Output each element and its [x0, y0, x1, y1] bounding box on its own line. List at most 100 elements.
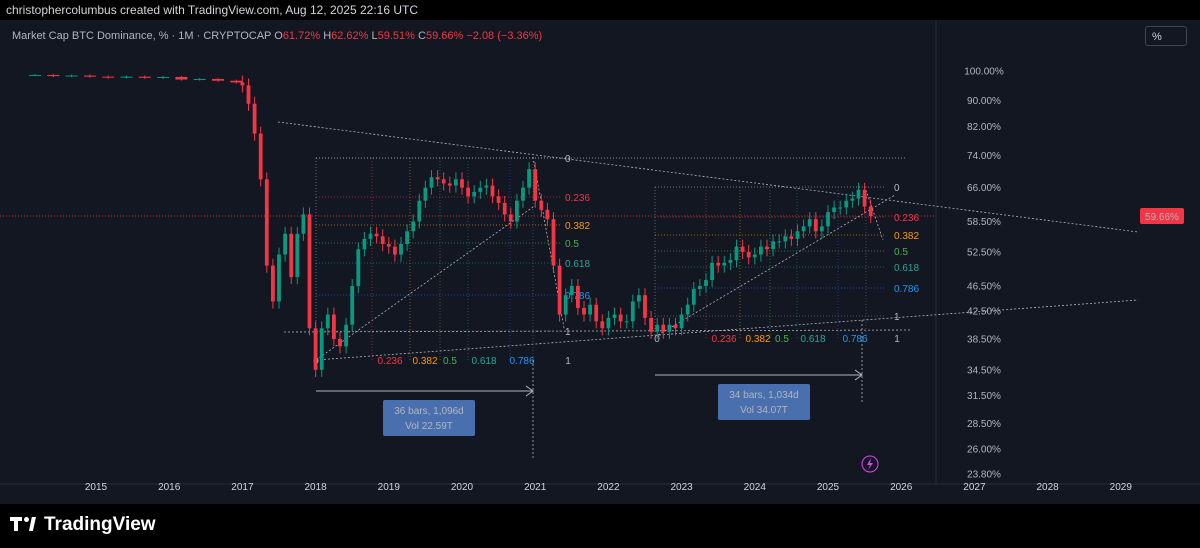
- range-info-box: [383, 400, 475, 436]
- candle-body: [157, 76, 170, 78]
- candle-body: [399, 243, 403, 255]
- fib-level-label-right: 1: [894, 312, 900, 323]
- price-tick-label: 28.50%: [967, 419, 1001, 430]
- candle-body: [624, 321, 629, 323]
- candle-body: [643, 295, 647, 318]
- candle-body: [356, 249, 361, 286]
- candle-body: [289, 233, 294, 278]
- candle-body: [826, 212, 830, 227]
- candle-body: [193, 78, 206, 80]
- time-tick-label: 2017: [231, 482, 254, 493]
- price-chart[interactable]: 100.00% 90.00% 82.00% 74.00% 66.00% 58.50% 52.…: [0, 20, 1200, 504]
- candle-body: [478, 187, 483, 192]
- candle-body: [673, 324, 678, 329]
- range-info-volume: Vol 34.07T: [740, 405, 788, 416]
- candle-body: [252, 103, 257, 134]
- candle-body: [783, 236, 788, 242]
- price-tick-label: 74.00%: [967, 151, 1001, 162]
- candle-body: [655, 324, 660, 332]
- left-diagonal-line[interactable]: [315, 206, 534, 361]
- fib-time-label-right: 0.618: [800, 334, 825, 345]
- fib-time-label-left: 0.618: [471, 356, 496, 367]
- price-tick-label: 34.50%: [967, 365, 1001, 376]
- candle-body: [838, 207, 843, 209]
- time-tick-label: 2019: [378, 482, 401, 493]
- chart-panel[interactable]: [0, 20, 1200, 504]
- time-tick-label: 2029: [1110, 482, 1133, 493]
- candle-body: [490, 185, 495, 197]
- candle-body: [704, 279, 708, 286]
- candle-body: [539, 200, 544, 210]
- candle-body: [813, 219, 818, 232]
- low-label: L: [371, 30, 378, 42]
- fib-level-label-left: 0.236: [565, 193, 590, 204]
- candle-body: [710, 262, 714, 280]
- candle-body: [576, 285, 580, 308]
- candle-body: [630, 301, 635, 322]
- candle-body: [563, 295, 568, 315]
- candle-body: [313, 328, 318, 370]
- time-tick-label: 2018: [304, 482, 327, 493]
- candle-body: [175, 76, 188, 80]
- fib-time-label-left: 0.382: [412, 356, 437, 367]
- tradingview-logo[interactable]: TradingView: [10, 514, 156, 536]
- candle-body: [65, 75, 78, 77]
- candle-body: [271, 265, 275, 302]
- candle-body: [264, 179, 269, 266]
- candle-body: [545, 209, 550, 220]
- fib-level-label-left: 0.382: [565, 221, 590, 232]
- candle-body: [435, 177, 440, 180]
- horizontal-support-line[interactable]: [283, 329, 911, 333]
- candle-body: [29, 74, 41, 76]
- close-value: 59.66%: [425, 30, 464, 42]
- candle-body: [850, 198, 855, 201]
- time-tick-label: 2024: [744, 482, 767, 493]
- candle-body: [801, 226, 806, 232]
- symbol-legend: Market Cap BTC Dominance, % · 1M · CRYPT…: [12, 30, 542, 42]
- right-drop-line[interactable]: [865, 189, 884, 241]
- upper-trendline[interactable]: [277, 121, 1139, 233]
- candle-body: [515, 200, 519, 222]
- candle-body: [618, 314, 623, 322]
- fib-level-label-right: 0.5: [894, 247, 908, 258]
- percent-scale-button[interactable]: %: [1145, 26, 1187, 46]
- candle-body: [716, 262, 721, 266]
- change-value: −2.08 (−3.36%): [466, 30, 543, 42]
- candle-body: [246, 85, 251, 104]
- right-diagonal-line[interactable]: [657, 194, 896, 336]
- range-info-box: [718, 384, 810, 420]
- fib-level-label-right: 0.786: [894, 284, 919, 295]
- candle-body: [230, 80, 243, 83]
- candle-body: [350, 285, 355, 325]
- fib-time-label-right: 0.236: [711, 334, 736, 345]
- lightning-icon[interactable]: [861, 455, 879, 473]
- candle-body: [508, 214, 513, 222]
- candle-body: [405, 231, 409, 244]
- candle-body: [502, 202, 507, 215]
- candle-body: [557, 265, 562, 315]
- fib-time-label-left: 0.236: [377, 356, 402, 367]
- candle-body: [120, 76, 133, 78]
- candle-body: [594, 304, 599, 322]
- price-tick-label: 42.50%: [967, 307, 1001, 318]
- lower-trendline[interactable]: [315, 299, 1139, 361]
- range-arrow-left-head: [525, 385, 534, 397]
- fib-time-label-right: 0.382: [745, 334, 770, 345]
- range-info-bars: 34 bars, 1,034d: [729, 390, 799, 401]
- price-tick-label: 90.00%: [967, 96, 1001, 107]
- candle-body: [466, 187, 470, 197]
- tradingview-logo-text: TradingView: [44, 514, 156, 535]
- candle-body: [606, 317, 611, 329]
- candle-body: [240, 82, 245, 86]
- candle-body: [728, 260, 733, 263]
- price-tick-label: 58.50%: [967, 217, 1001, 228]
- candle-body: [771, 241, 775, 250]
- fib-time-label-right: 1: [894, 334, 900, 345]
- candle-body: [138, 76, 151, 78]
- fib-time-label-left: 0.5: [443, 356, 457, 367]
- time-tick-label: 2015: [85, 482, 108, 493]
- fib-level-label-left: 0: [565, 154, 571, 165]
- range-info-bars: 36 bars, 1,096d: [394, 406, 464, 417]
- candle-body: [447, 183, 452, 186]
- time-tick-label: 2027: [963, 482, 986, 493]
